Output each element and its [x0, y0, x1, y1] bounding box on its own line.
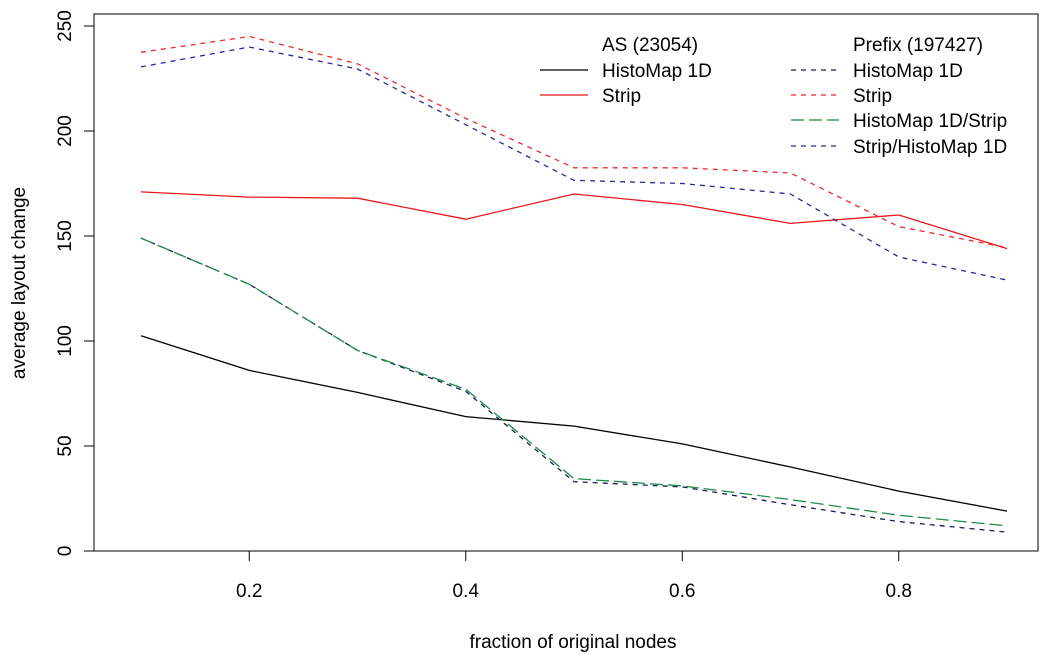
legend-label: HistoMap 1D [853, 61, 963, 82]
y-tick-label: 100 [55, 325, 76, 357]
legend-label: HistoMap 1D/Strip [853, 111, 1007, 132]
x-axis-label: fraction of original nodes [469, 632, 676, 653]
series-line-strip-histomap-prefix [140, 46, 1008, 281]
legend-label: Strip [602, 86, 641, 107]
series-line-strip-as [140, 191, 1008, 250]
y-tick-label: 50 [55, 435, 76, 456]
series-line-strip-prefix [140, 35, 1008, 249]
x-tick-label: 0.8 [886, 581, 912, 602]
x-tick-label: 0.2 [236, 581, 262, 602]
legend-title: AS (23054) [602, 35, 698, 56]
legend-label: Strip/HistoMap 1D [853, 137, 1007, 158]
y-tick-label: 150 [55, 220, 76, 252]
legend-label: Strip [853, 86, 892, 107]
legend-title: Prefix (197427) [853, 35, 983, 56]
series-line-histomap-prefix [140, 237, 1008, 533]
y-axis-label: average layout change [9, 187, 30, 379]
y-tick-label: 200 [55, 115, 76, 147]
y-tick-label: 250 [55, 10, 76, 42]
y-tick-label: 0 [55, 546, 76, 557]
axis-ticks: 0.2 0.4 0.6 0.8 0 50 100 150 200 250 [55, 10, 912, 602]
x-tick-label: 0.4 [453, 581, 480, 602]
legend-label: HistoMap 1D [602, 61, 712, 82]
series-line-histomap-as [140, 335, 1008, 512]
x-tick-label: 0.6 [669, 581, 695, 602]
legend: AS (23054) HistoMap 1D Strip Prefix (197427… [540, 35, 1007, 158]
series-lines [140, 35, 1008, 533]
series-line-histomap-strip-prefix [140, 237, 1008, 527]
